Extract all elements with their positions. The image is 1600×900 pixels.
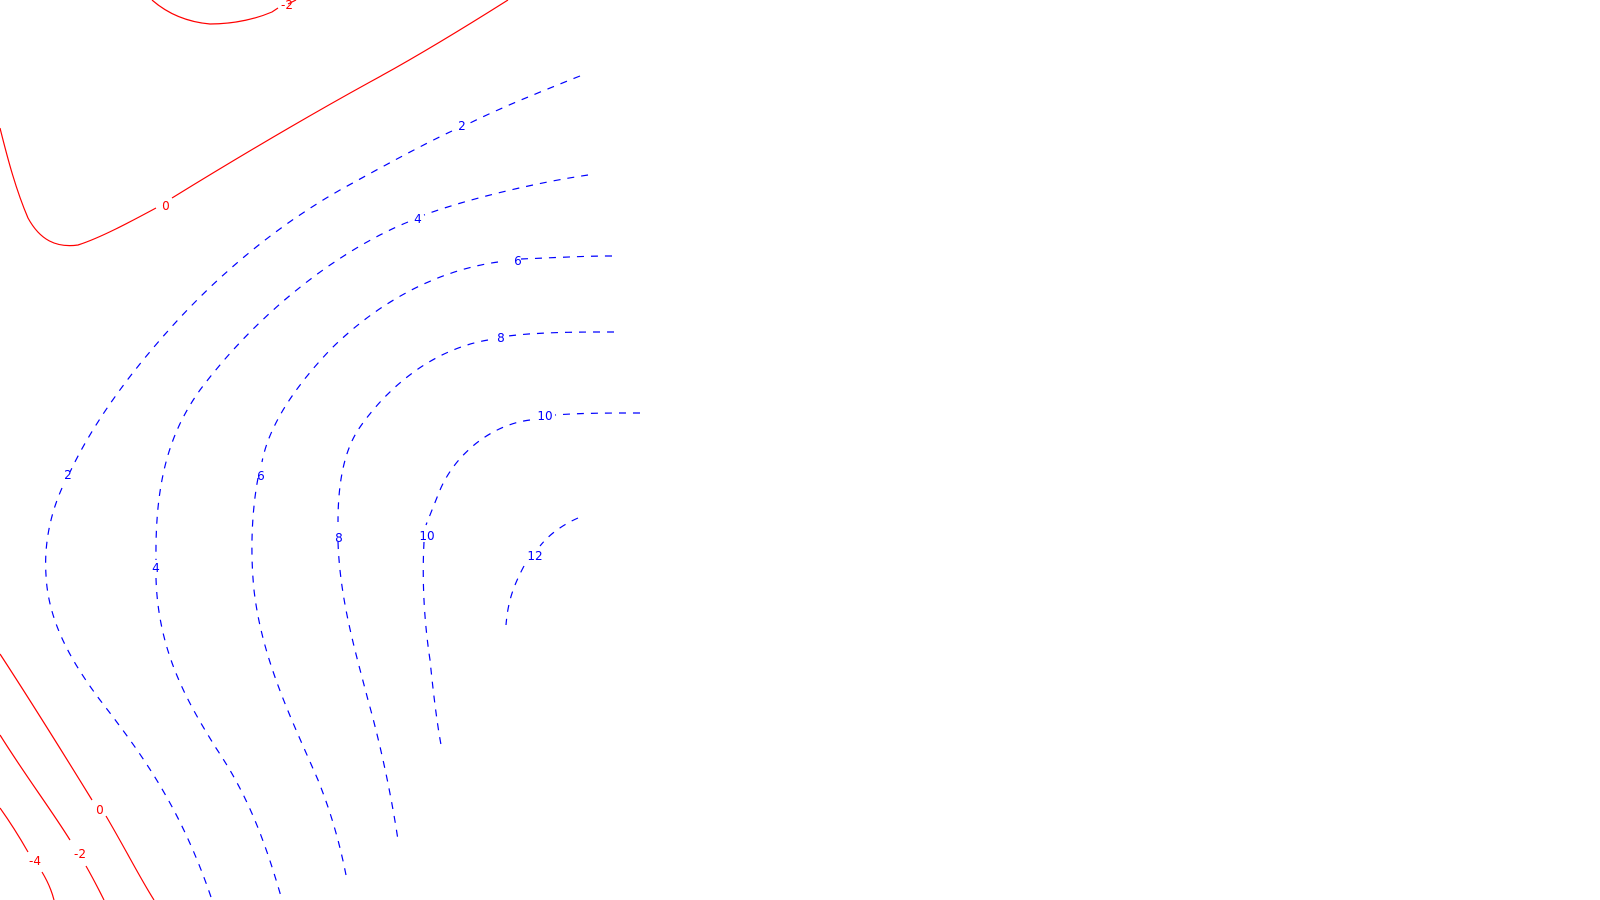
contour-label-0-top: 0: [162, 199, 170, 213]
contour-label-12: 12: [527, 549, 542, 563]
contour-line-neg2-bottom: [0, 734, 105, 900]
contour-label-neg2-bottom: -2: [74, 847, 86, 861]
contour-line-8: [337, 331, 615, 841]
contour-label-0-bottom: 0: [96, 803, 104, 817]
contour-line-2: [45, 75, 581, 900]
contour-label-10-top: 10: [537, 409, 552, 423]
contour-label-10-left: 10: [419, 529, 434, 543]
contour-label-2-left: 2: [64, 468, 72, 482]
contour-label-neg2-top: -2: [281, 0, 293, 12]
contour-line-6: [251, 255, 613, 876]
contour-line-0-bottom: [0, 653, 155, 900]
contour-line-0-top: [0, 0, 509, 247]
contour-line-12: [505, 517, 579, 626]
contour-label-neg4-bottom: -4: [29, 854, 41, 868]
contour-label-6-left: 6: [257, 469, 265, 483]
contour-line-neg4-bottom: [0, 807, 55, 900]
contour-line-neg2-top: [151, 0, 279, 25]
contour-line-4: [155, 174, 589, 900]
contour-label-8-top: 8: [497, 331, 505, 345]
contour-label-4-left: 4: [152, 561, 160, 575]
contour-line-10: [422, 412, 641, 751]
contour-label-6-top: 6: [514, 254, 522, 268]
contour-line-neg2-top-tail: [287, 0, 297, 5]
contour-label-8-left: 8: [335, 531, 343, 545]
contour-label-4-top: 4: [414, 212, 422, 226]
contour-label-2-top: 2: [458, 119, 466, 133]
